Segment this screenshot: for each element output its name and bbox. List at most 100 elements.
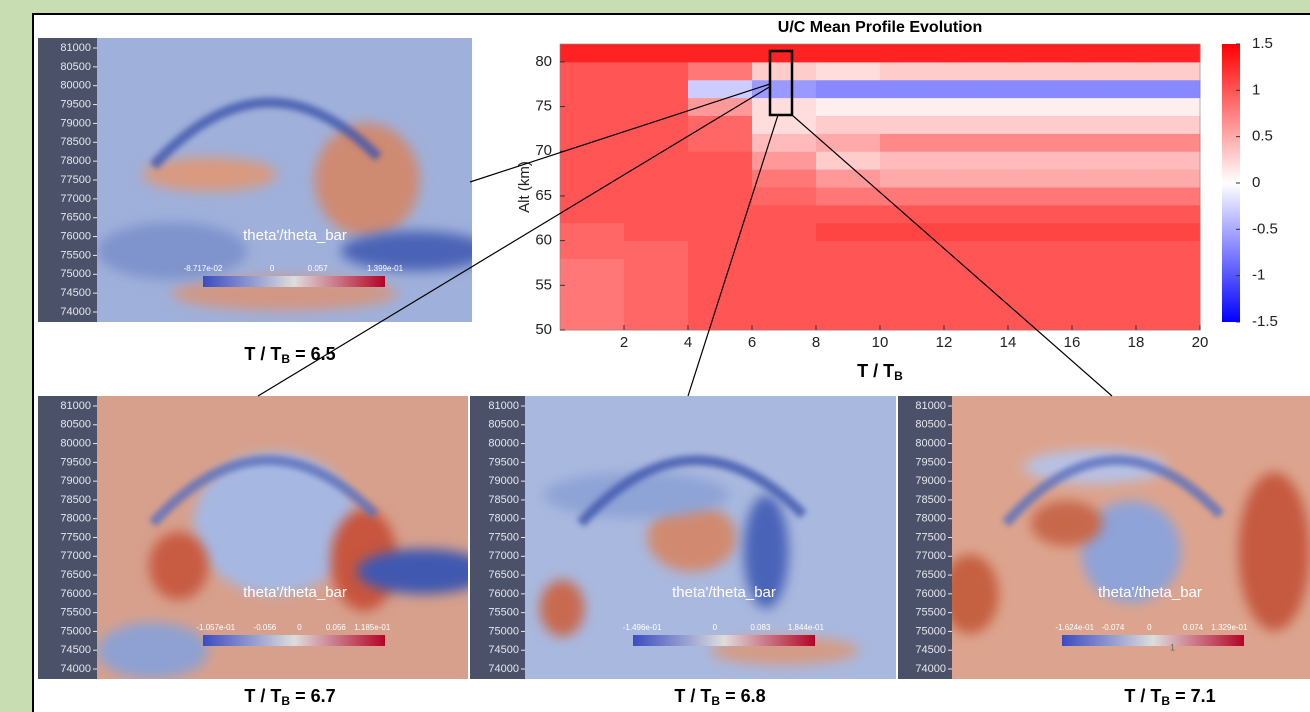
panel-axis-label: 74000 [60, 663, 91, 675]
heatmap-cell [560, 222, 625, 242]
heatmap-cell [1136, 133, 1201, 152]
vortex-arc [148, 455, 379, 527]
heatmap-cell [688, 79, 753, 99]
panel-axis-label: 75500 [60, 607, 91, 619]
y-tick-label: 60 [535, 232, 552, 249]
colorbar-tick-label: 0.5 [1252, 128, 1273, 145]
heatmap-cell [624, 240, 689, 259]
panel-colorbar [203, 276, 385, 287]
heatmap-cell [880, 151, 945, 170]
heatmap-cell [816, 240, 881, 259]
panel-axis-label: 77000 [60, 550, 91, 562]
panel-axis-label: 79000 [60, 117, 91, 129]
heatmap-cell [752, 61, 817, 81]
panel-axis-label: 80500 [60, 61, 91, 73]
heatmap-cell [624, 312, 689, 331]
heatmap-cell [1008, 61, 1073, 81]
heatmap-cell [688, 97, 753, 116]
heatmap-cell [560, 312, 625, 331]
heatmap-cell [1072, 240, 1137, 259]
heatmap-cell [1072, 312, 1137, 331]
panel-axis-label: 77500 [488, 531, 519, 543]
panel-colorbar-label: -1.057e-01 [196, 623, 235, 632]
heatmap-cell [688, 276, 753, 295]
panel-axis-label: 80000 [60, 437, 91, 449]
heatmap-cell [560, 294, 625, 313]
simulation-panel: 81000 80500 80000 79500 79000 78500 78000 77500… [898, 396, 1310, 708]
heatmap-cell [752, 222, 817, 242]
heatmap-cell [1136, 240, 1201, 259]
heatmap-cell [1008, 79, 1073, 99]
heatmap-cell [816, 204, 881, 224]
panel-colorbar-label: 0.056 [326, 623, 347, 632]
flow-feature [314, 123, 420, 237]
heatmap-cells [560, 44, 1201, 331]
heatmap-cell [688, 44, 753, 63]
heatmap-cell [1008, 169, 1073, 188]
heatmap-cell [688, 312, 753, 331]
simulation-image [97, 38, 472, 322]
panel-axis-strip [470, 396, 525, 679]
zoom-line [791, 114, 1113, 397]
x-tick-label: 8 [812, 334, 820, 351]
heatmap-cell [1008, 204, 1073, 224]
heatmap-cell [816, 258, 881, 277]
heatmap-cell [816, 115, 881, 134]
heatmap-cell [944, 169, 1009, 188]
panel-axis-label: 75000 [60, 625, 91, 637]
y-tick-label: 55 [535, 276, 552, 293]
panels: 8100080500800007950079000785007800077500… [38, 38, 1310, 708]
panel-axis-label: 76000 [60, 588, 91, 600]
y-tick-label: 75 [535, 98, 552, 115]
flow-feature [340, 231, 472, 271]
panel-axis-label: 75500 [915, 607, 946, 619]
page-number: 1 [1170, 642, 1175, 652]
heatmap-cell [624, 61, 689, 81]
panel-axis-label: 79000 [915, 475, 946, 487]
panel-axis-label: 80000 [488, 437, 519, 449]
panel-axis-label: 76500 [915, 569, 946, 581]
x-axis-label-sub: B [894, 369, 903, 383]
heatmap-cell [1072, 169, 1137, 188]
heatmap-cell [944, 97, 1009, 116]
panel-axis-label: 81000 [60, 42, 91, 54]
simulation-panel: 81000 80500 80000 79500 79000 78500 78000 77500… [470, 396, 896, 708]
heatmap-cell [944, 240, 1009, 259]
panel-colorbar-label: 0.057 [308, 264, 329, 273]
panel-axis-label: 81000 [60, 400, 91, 412]
colorbar-tick-label: -1.5 [1252, 313, 1278, 330]
heatmap-cell [752, 276, 817, 295]
zoom-line [687, 114, 779, 397]
panel-axis-label: 76500 [488, 569, 519, 581]
heatmap-cell [944, 115, 1009, 134]
heatmap-cell [560, 97, 625, 116]
heatmap-cell [880, 294, 945, 313]
heatmap-cell [880, 222, 945, 242]
heatmap-cell [1072, 151, 1137, 170]
heatmap-cell [1008, 97, 1073, 116]
panel-axis-label: 74500 [60, 644, 91, 656]
flow-feature [539, 579, 585, 637]
panel-axis-label: 78000 [60, 513, 91, 525]
heatmap-cell [688, 151, 753, 170]
panel-axis-label: 80000 [915, 437, 946, 449]
panel-caption: T / TB = 6.5 [244, 344, 335, 366]
chart-title: U/C Mean Profile Evolution [778, 19, 982, 36]
heatmap-cell [1008, 222, 1073, 242]
panel-axis-label: 74000 [488, 663, 519, 675]
panel-axis-label: 80500 [488, 419, 519, 431]
panel-axis-label: 75000 [488, 625, 519, 637]
heatmap-cell [1136, 276, 1201, 295]
panel-colorbar-label: 0.074 [1183, 623, 1204, 632]
heatmap-cell [1072, 44, 1137, 63]
heatmap-cell [624, 79, 689, 99]
heatmap-cell [624, 133, 689, 152]
heatmap-cell [1008, 133, 1073, 152]
heatmap-cell [688, 240, 753, 259]
x-tick-label: 4 [684, 334, 692, 351]
heatmap-cell [816, 44, 881, 63]
heatmap-cell [880, 276, 945, 295]
flow-feature [97, 222, 247, 280]
panel-axis-label: 78500 [60, 494, 91, 506]
x-tick-label: 12 [936, 334, 953, 351]
